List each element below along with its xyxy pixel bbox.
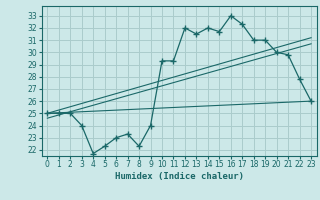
X-axis label: Humidex (Indice chaleur): Humidex (Indice chaleur) xyxy=(115,172,244,181)
